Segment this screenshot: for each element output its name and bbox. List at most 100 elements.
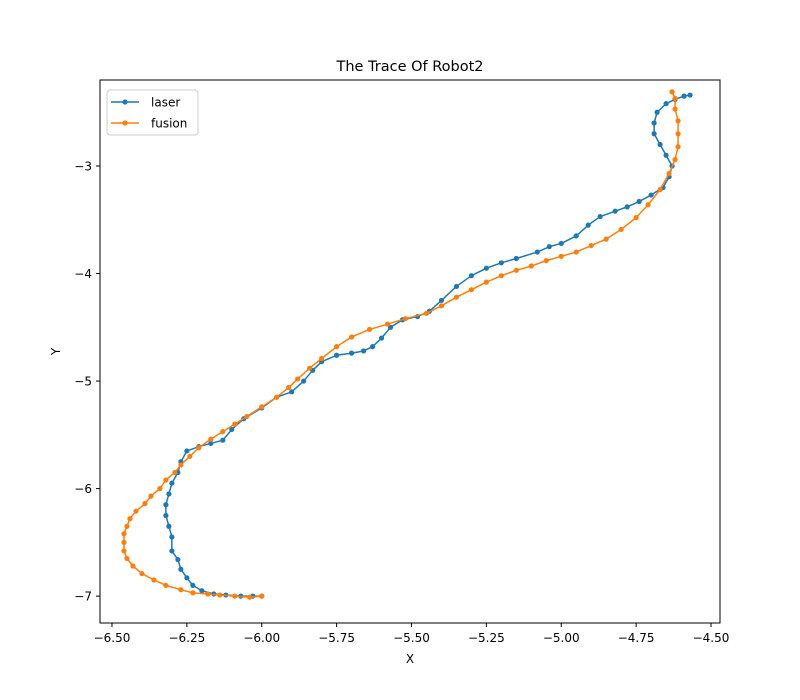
data-point-fusion — [468, 287, 474, 293]
data-point-fusion — [220, 429, 226, 435]
y-tick-label: −7 — [74, 590, 92, 604]
x-axis-label: X — [406, 652, 414, 666]
data-point-fusion — [178, 587, 184, 593]
data-point-fusion — [319, 355, 325, 362]
data-point-fusion — [675, 131, 681, 137]
data-point-fusion — [588, 242, 594, 249]
data-point-laser — [348, 350, 355, 356]
data-point-laser — [612, 208, 618, 214]
data-point-laser — [534, 249, 540, 255]
data-point-fusion — [121, 548, 127, 554]
data-point-fusion — [558, 253, 564, 259]
data-point-laser — [648, 192, 654, 198]
x-tick-label: −5.00 — [543, 631, 580, 645]
data-point-fusion — [163, 477, 169, 483]
data-point-laser — [184, 448, 190, 454]
data-point-fusion — [178, 462, 184, 468]
data-point-fusion — [573, 249, 579, 255]
data-point-laser — [163, 502, 169, 508]
data-point-laser — [169, 548, 175, 554]
data-point-laser — [289, 389, 295, 395]
data-point-laser — [468, 273, 474, 279]
data-point-laser — [175, 556, 181, 563]
data-point-fusion — [334, 344, 340, 350]
data-point-laser — [546, 244, 552, 250]
x-axis: −6.50 −6.25 −6.00 −5.75 −5.50 −5.25 −5.00 −4.75… — [94, 623, 729, 645]
series-fusion — [121, 89, 681, 600]
data-point-laser — [483, 265, 489, 271]
data-point-laser — [498, 260, 504, 266]
legend-label: laser — [151, 96, 180, 110]
data-point-fusion — [366, 326, 373, 333]
data-point-laser — [208, 440, 214, 447]
data-point-laser — [229, 426, 235, 433]
data-point-fusion — [208, 436, 214, 442]
data-point-fusion — [217, 592, 223, 598]
data-point-laser — [166, 491, 172, 497]
x-tick-label: −5.50 — [393, 631, 430, 645]
data-point-fusion — [513, 267, 519, 273]
data-point-fusion — [295, 376, 301, 382]
data-point-fusion — [121, 531, 127, 537]
x-tick-label: −6.00 — [243, 631, 280, 645]
data-point-laser — [378, 335, 385, 341]
data-point-fusion — [438, 303, 445, 309]
chart-title: The Trace Of Robot2 — [335, 59, 483, 75]
data-point-laser — [169, 480, 175, 486]
data-point-laser — [663, 152, 669, 158]
data-point-laser — [573, 233, 579, 239]
data-point-fusion — [286, 384, 292, 391]
series-laser — [163, 92, 693, 599]
data-point-fusion — [657, 187, 663, 193]
data-point-fusion — [232, 593, 238, 599]
data-point-fusion — [142, 501, 148, 507]
legend-marker — [122, 99, 128, 105]
data-point-fusion — [633, 215, 639, 221]
data-point-fusion — [139, 570, 145, 577]
data-point-laser — [369, 344, 376, 350]
data-point-fusion — [151, 577, 157, 583]
x-tick-label: −6.50 — [94, 631, 131, 645]
data-point-fusion — [205, 591, 211, 597]
data-point-fusion — [672, 95, 678, 101]
data-point-fusion — [402, 316, 409, 322]
data-point-fusion — [148, 493, 154, 499]
plot-area — [99, 79, 721, 624]
data-point-fusion — [348, 334, 355, 340]
data-point-fusion — [259, 593, 265, 599]
data-point-fusion — [672, 106, 678, 112]
data-point-laser — [654, 109, 660, 115]
axes-frame — [99, 79, 721, 624]
series-layer — [121, 89, 693, 600]
data-point-fusion — [543, 258, 549, 264]
x-tick-label: −5.25 — [468, 631, 505, 645]
data-point-fusion — [498, 273, 504, 279]
data-point-fusion — [187, 453, 193, 459]
data-point-fusion — [172, 469, 178, 476]
data-point-fusion — [675, 144, 681, 150]
y-axis: −7 −6 −5 −4 −3 — [74, 160, 100, 604]
y-tick-label: −3 — [74, 160, 92, 174]
data-point-fusion — [244, 413, 250, 420]
data-point-laser — [585, 222, 591, 228]
legend-item-fusion: fusion — [111, 117, 187, 131]
data-point-laser — [178, 566, 184, 572]
data-point-fusion — [247, 594, 253, 600]
data-point-fusion — [528, 263, 534, 269]
data-point-laser — [199, 588, 205, 594]
data-point-laser — [687, 92, 693, 98]
data-point-laser — [663, 101, 669, 107]
data-point-laser — [301, 378, 307, 384]
data-point-laser — [166, 523, 172, 529]
data-point-laser — [681, 93, 687, 99]
legend: laser fusion — [106, 89, 199, 136]
data-point-laser — [651, 120, 657, 126]
data-point-fusion — [190, 590, 196, 596]
legend-marker — [122, 120, 128, 126]
data-point-fusion — [675, 118, 681, 124]
data-point-fusion — [124, 555, 130, 562]
y-axis-label: Y — [49, 347, 63, 356]
data-point-fusion — [124, 523, 130, 529]
data-point-fusion — [603, 236, 609, 242]
